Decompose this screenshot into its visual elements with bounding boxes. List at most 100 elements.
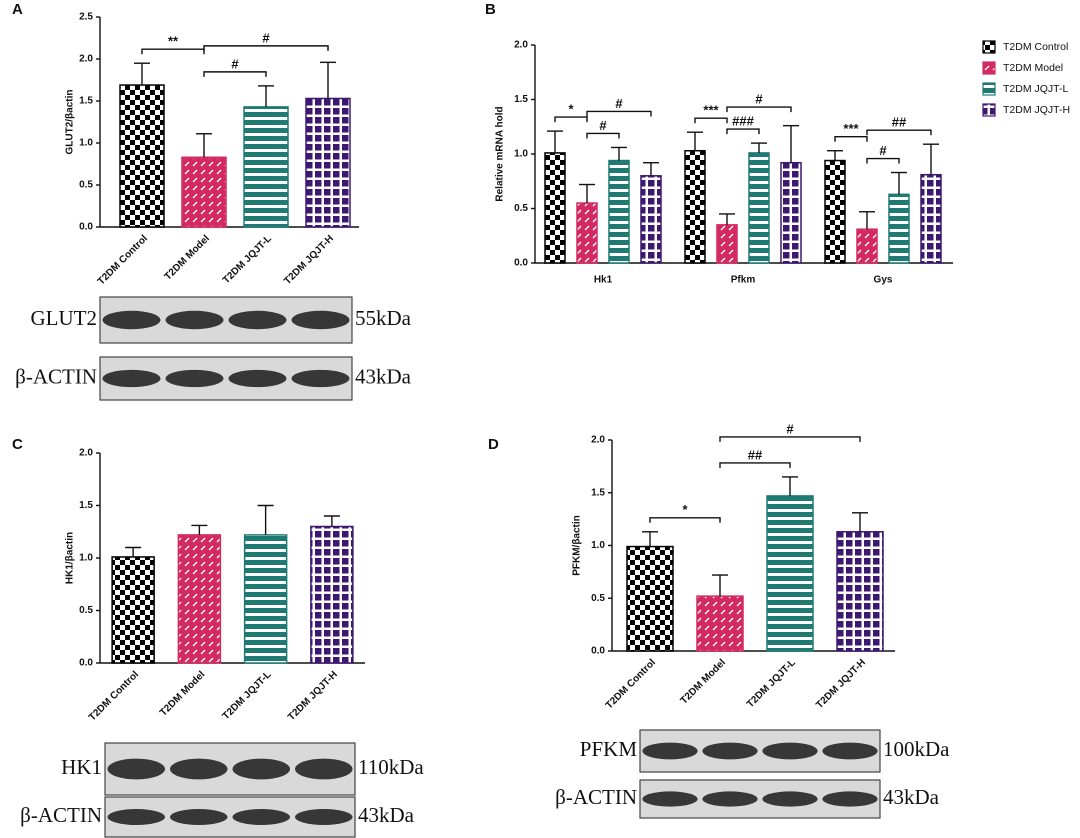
blot-size: 55kDa [355,306,412,330]
y-tick-label: 1.5 [79,96,93,107]
y-tick-label: 0.5 [514,203,528,214]
significance-label: # [231,56,239,71]
blot-band [165,369,224,388]
significance-bracket [586,132,620,139]
bar [920,173,942,264]
blot-band [107,758,165,780]
y-tick-label: 1.5 [591,487,605,498]
panel-letter: C [12,436,23,453]
blot-band [762,791,818,807]
legend-swatch [982,40,996,54]
legend-label: T2DM Model [1003,62,1063,74]
blot-band [232,809,290,825]
significance-label: * [682,502,688,517]
legend-swatch [982,82,996,96]
blot-band [102,369,161,388]
blot-label: β-ACTIN [15,364,97,388]
significance-label: # [879,143,887,158]
bar [780,161,802,264]
blot-label: GLUT2 [31,306,98,330]
significance-label: ** [168,34,179,49]
y-tick-label: 0.5 [79,180,93,191]
bar [684,149,706,264]
significance-label: ## [892,115,907,130]
significance-bracket [866,129,932,136]
blot-band [228,310,287,330]
bar [310,525,354,664]
y-tick-label: 2.0 [79,54,93,65]
significance-bracket [719,436,861,442]
x-tick-label: T2DM JQJT-H [286,669,340,723]
bar [856,228,878,264]
bar [608,159,630,264]
blot-band [642,791,698,807]
bar [824,159,846,264]
y-axis-label: GLUT2/βactin [65,90,76,155]
x-tick-label: Pfkm [731,275,756,286]
blot-label: HK1 [61,755,102,779]
legend-label: T2DM Control [1003,41,1068,53]
blot-band [170,758,228,780]
y-tick-label: 0.0 [514,258,528,269]
bar [119,84,165,228]
y-tick-label: 1.0 [591,540,605,551]
y-tick-label: 2.5 [79,12,93,23]
legend-label: T2DM JQJT-L [1003,83,1068,95]
legend-swatch [982,61,996,75]
x-tick-label: T2DM Model [163,233,213,283]
y-tick-label: 2.0 [514,40,528,51]
x-tick-label: T2DM Model [679,657,729,707]
y-tick-label: 1.5 [79,500,93,511]
blot-size: 43kDa [358,803,415,827]
bar [836,531,884,652]
blot-band [822,791,878,807]
x-tick-label: Hk1 [594,275,613,286]
bar [626,545,674,652]
blot-band [165,310,224,330]
significance-label: ### [732,114,754,129]
y-tick-label: 0.5 [591,593,605,604]
x-tick-label: T2DM Control [604,657,658,711]
x-tick-label: T2DM Control [87,669,141,723]
bar [716,224,738,264]
legend-label: T2DM JQJT-H [1003,104,1070,116]
x-tick-label: T2DM JQJT-L [221,233,274,286]
bar [748,152,770,264]
blot-size: 100kDa [883,737,950,761]
bar [576,202,598,264]
bar [177,534,222,664]
significance-label: # [262,30,270,45]
y-tick-label: 1.5 [514,94,528,105]
blot-size: 110kDa [358,755,424,779]
blot-band [702,791,758,807]
significance-label: # [599,118,607,133]
x-tick-label: T2DM JQJT-L [221,669,274,722]
bar [243,106,289,228]
blot-label: β-ACTIN [20,803,102,827]
blot-label: PFKM [580,737,638,761]
x-tick-label: T2DM JQJT-L [745,657,798,710]
blot-size: 43kDa [355,364,412,388]
significance-label: * [568,102,574,117]
significance-label: ## [748,447,763,462]
significance-bracket [141,48,205,55]
bar [640,175,662,264]
significance-bracket [726,106,792,113]
blot-band [107,809,165,825]
y-tick-label: 1.0 [79,138,93,149]
blot-band [702,742,758,760]
bar [181,156,227,228]
significance-bracket [586,110,652,117]
blot-label: β-ACTIN [555,785,637,809]
y-tick-label: 0.0 [79,222,93,233]
x-tick-label: T2DM Control [96,233,150,287]
blot-band [295,809,353,825]
blot-band [822,742,878,760]
bar [888,193,910,264]
y-tick-label: 1.0 [514,149,528,160]
y-tick-label: 0.0 [591,646,605,657]
significance-bracket [866,157,900,164]
blot-band [291,369,350,388]
bar [305,97,351,228]
significance-bracket [726,128,760,135]
